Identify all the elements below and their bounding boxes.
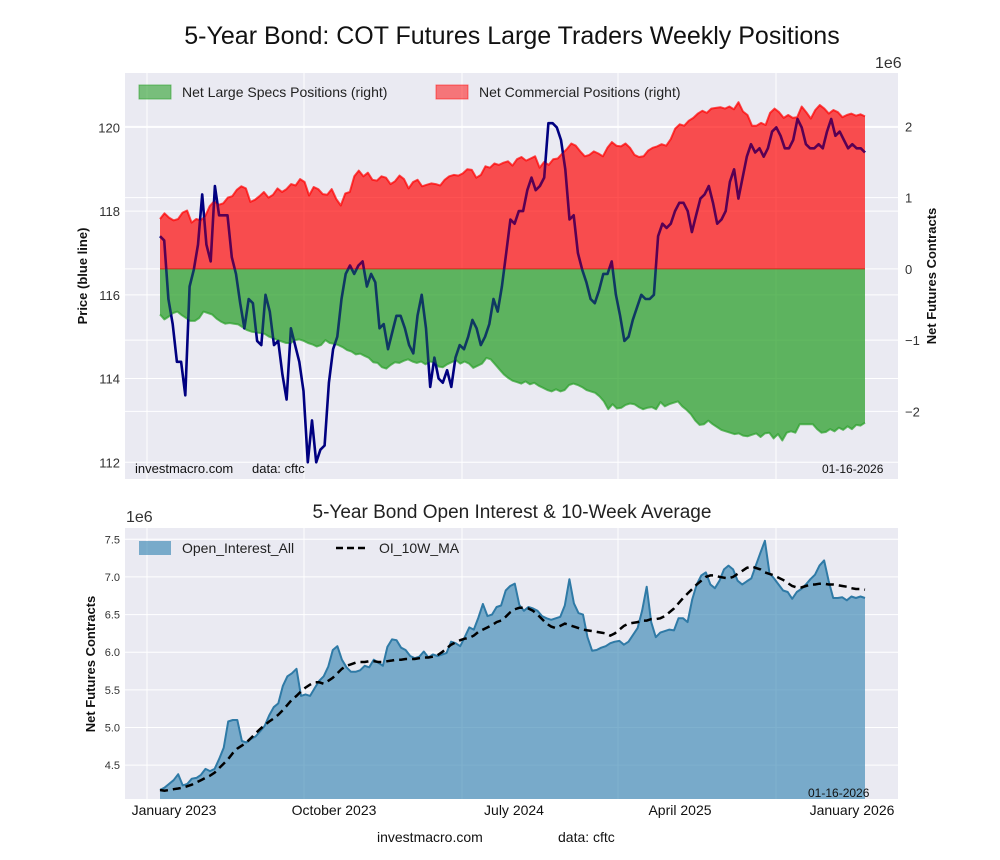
open-interest-areas [159, 539, 866, 799]
net-tick-label: −2 [905, 404, 920, 419]
top-date-stamp: 01-16-2026 [822, 462, 884, 476]
oi-tick-label: 7.0 [105, 572, 120, 584]
positions-panel: 112 114 116 118 120 −2 −1 0 1 2 Price (blue line… [75, 55, 939, 479]
price-tick-label: 112 [99, 455, 120, 470]
net-tick-label: 0 [905, 262, 912, 277]
main-title: 5-Year Bond: COT Futures Large Traders W… [184, 22, 840, 50]
commercial-line [159, 101, 866, 224]
oi-tick-label: 5.0 [105, 722, 120, 734]
right-axis-multiplier: 1e6 [875, 55, 902, 72]
open-interest-legend: Open_Interest_All OI_10W_MA [139, 540, 460, 556]
date-tick-label: January 2026 [810, 802, 895, 818]
legend-label-commercial: Net Commercial Positions (right) [479, 84, 681, 100]
oi-tick-label: 4.5 [105, 760, 120, 772]
net-tick-label: −1 [905, 333, 920, 348]
open-interest-panel: 4.5 5.0 5.5 6.0 6.5 7.0 7.5 Net Futures Contra… [83, 509, 898, 818]
large-specs-area [160, 268, 865, 441]
oi-tick-label: 7.5 [105, 534, 120, 546]
net-contracts-axis-label: Net Futures Contracts [924, 208, 939, 345]
top-data-source: data: cftc [252, 461, 305, 476]
open-interest-multiplier: 1e6 [126, 509, 153, 526]
legend-label-open-interest: Open_Interest_All [182, 540, 294, 556]
large-specs-overlay [160, 268, 865, 441]
footer-watermark: investmacro.com [377, 829, 483, 845]
oi-tick-label: 6.5 [105, 610, 120, 622]
open-interest-axis-ticks: 4.5 5.0 5.5 6.0 6.5 7.0 7.5 [105, 534, 120, 772]
open-interest-axis-label: Net Futures Contracts [83, 596, 98, 733]
legend-swatch-large-specs [138, 84, 172, 100]
oi-tick-label: 5.5 [105, 685, 120, 697]
net-contracts-axis-ticks: −2 −1 0 1 2 [905, 119, 920, 419]
date-tick-label: April 2025 [648, 802, 711, 818]
legend-label-large-specs: Net Large Specs Positions (right) [182, 84, 387, 100]
price-tick-label: 114 [99, 372, 120, 387]
footer-data-source: data: cftc [558, 829, 615, 845]
price-tick-label: 120 [98, 120, 120, 135]
commercial-area [160, 102, 865, 269]
date-tick-label: January 2023 [132, 802, 217, 818]
top-watermark: investmacro.com [135, 461, 233, 476]
positions-areas [159, 101, 866, 442]
net-tick-label: 2 [905, 119, 912, 134]
legend-swatch-open-interest [139, 541, 171, 555]
bottom-date-stamp: 01-16-2026 [808, 786, 870, 800]
date-tick-label: July 2024 [484, 802, 544, 818]
positions-legend: Net Large Specs Positions (right) Net Co… [138, 84, 681, 100]
price-line [159, 117, 866, 464]
ma-line [159, 565, 866, 792]
net-tick-label: 1 [905, 191, 912, 206]
commercial-overlay [160, 102, 865, 269]
open-interest-line [159, 539, 866, 791]
price-tick-label: 116 [99, 288, 120, 303]
date-axis-ticks: January 2023 October 2023 July 2024 April 2… [132, 802, 895, 818]
price-axis-ticks: 112 114 116 118 120 [98, 120, 120, 470]
legend-swatch-commercial [435, 84, 469, 100]
open-interest-area [160, 540, 865, 799]
price-line-group [159, 102, 866, 464]
price-tick-label: 118 [99, 204, 120, 219]
date-tick-label: October 2023 [292, 802, 377, 818]
legend-label-ma: OI_10W_MA [379, 540, 460, 556]
oi-tick-label: 6.0 [105, 647, 120, 659]
price-axis-label: Price (blue line) [75, 228, 90, 325]
open-interest-title: 5-Year Bond Open Interest & 10-Week Aver… [312, 502, 712, 523]
